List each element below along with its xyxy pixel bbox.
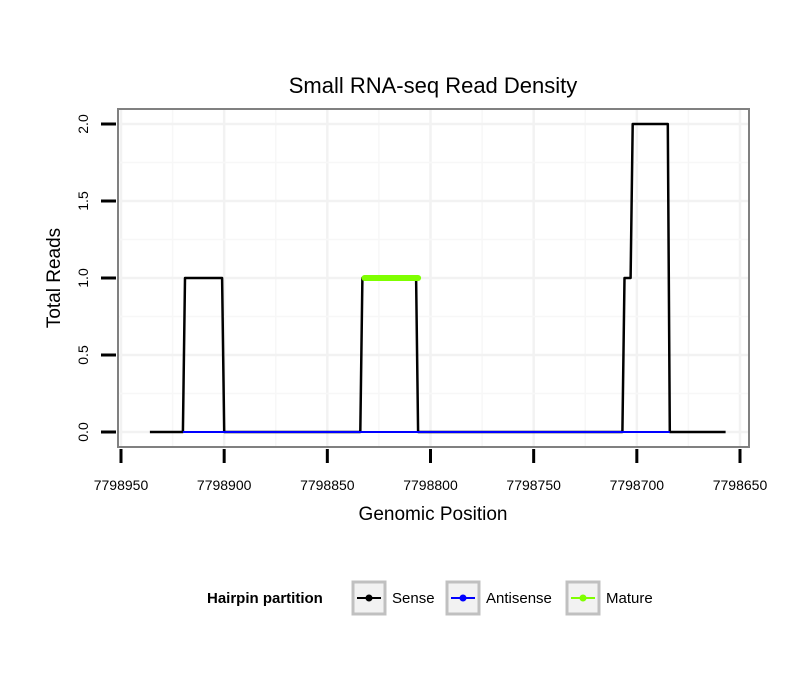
x-tick-label: 7798950 [94, 477, 149, 493]
legend-key-point [365, 594, 373, 602]
series-line-sense [149, 122, 726, 434]
series-layer [149, 122, 726, 434]
x-tick-label: 7798900 [197, 477, 252, 493]
x-axis-title: Genomic Position [359, 504, 508, 525]
legend-label: Mature [606, 590, 653, 607]
x-tick-label: 7798800 [403, 477, 458, 493]
x-tick-label: 7798750 [506, 477, 561, 493]
y-tick-label: 0.0 [75, 422, 91, 442]
chart-title: Small RNA-seq Read Density [289, 73, 578, 98]
legend-key-point [459, 594, 467, 602]
y-tick-label: 2.0 [75, 114, 91, 134]
y-tick-label: 1.5 [75, 191, 91, 211]
legend-label: Sense [392, 590, 435, 607]
plot-border [117, 108, 750, 448]
x-tick-label: 7798700 [610, 477, 665, 493]
axes: 7798950 7798900 7798850 7798800 7798750 77987… [75, 114, 767, 493]
x-tick-label: 7798850 [300, 477, 355, 493]
y-tick-label: 0.5 [75, 345, 91, 365]
legend-title: Hairpin partition [207, 590, 323, 607]
legend-entry-mature: Mature [565, 580, 653, 616]
x-tick-label: 7798650 [713, 477, 768, 493]
grid-lines [118, 109, 749, 447]
y-tick-label: 1.0 [75, 268, 91, 288]
legend: Hairpin partition Sense Antisense Mature [207, 580, 653, 616]
legend-entry-sense: Sense [351, 580, 435, 616]
legend-key-point [579, 594, 587, 602]
legend-label: Antisense [486, 590, 552, 607]
legend-entry-antisense: Antisense [445, 580, 552, 616]
y-axis-title: Total Reads [44, 228, 65, 328]
